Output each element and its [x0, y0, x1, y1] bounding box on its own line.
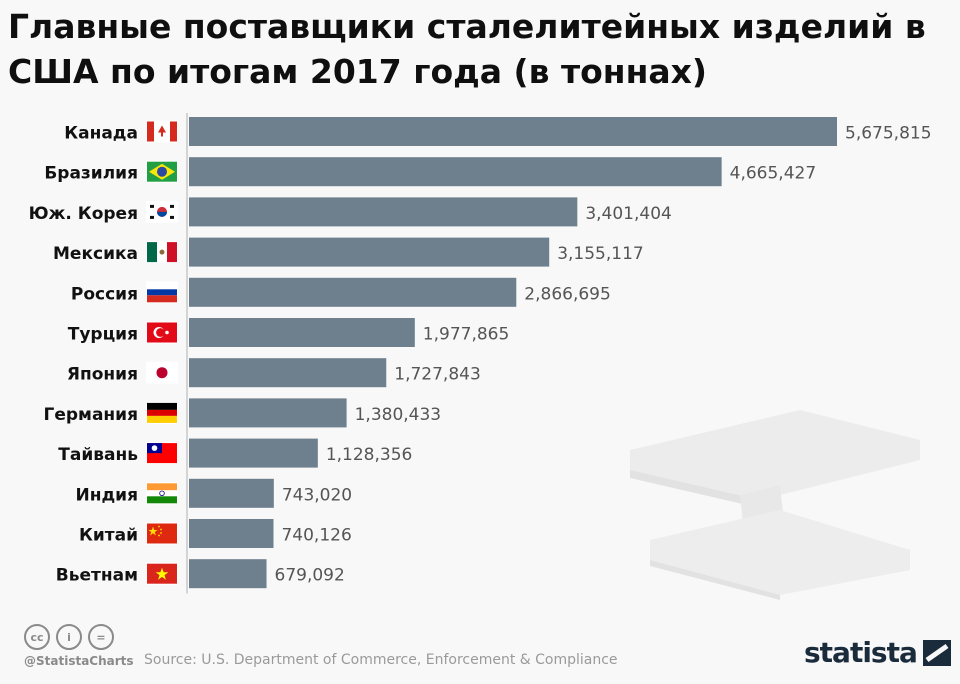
- category-label: Мексика: [53, 244, 138, 264]
- mexico-flag: [146, 241, 178, 264]
- category-label: Индия: [75, 485, 138, 505]
- category-label: Турция: [68, 325, 138, 345]
- japan-flag: [146, 361, 178, 384]
- bar: [189, 398, 347, 428]
- attribution-icon[interactable]: i: [56, 624, 82, 650]
- category-label: Вьетнам: [56, 566, 138, 586]
- bar: [189, 478, 274, 508]
- value-label: 740,126: [281, 526, 351, 546]
- no-derivatives-icon[interactable]: =: [88, 624, 114, 650]
- south-korea-flag: [146, 200, 178, 223]
- canada-flag: [146, 120, 178, 143]
- twitter-handle[interactable]: @StatistaCharts: [24, 654, 134, 668]
- bar: [189, 438, 318, 468]
- chart-title: Главные поставщики сталелитейных изделий…: [8, 7, 926, 91]
- category-label: Россия: [71, 284, 138, 304]
- value-label: 4,665,427: [730, 164, 817, 184]
- value-label: 3,155,117: [557, 244, 644, 264]
- bar: [189, 277, 517, 307]
- value-label: 1,977,865: [423, 325, 510, 345]
- vietnam-flag: [146, 562, 178, 585]
- category-label: Китай: [79, 526, 138, 546]
- statista-logo-text: statista: [804, 636, 918, 669]
- category-label: Тайвань: [58, 445, 138, 465]
- statista-logo[interactable]: statista: [804, 636, 951, 669]
- value-label: 2,866,695: [524, 284, 611, 304]
- value-label: 5,675,815: [845, 124, 932, 144]
- value-label: 1,128,356: [326, 445, 413, 465]
- bar: [189, 157, 722, 187]
- value-label: 743,020: [282, 485, 352, 505]
- bar: [189, 197, 578, 227]
- bar: [189, 117, 837, 146]
- germany-flag: [146, 401, 178, 424]
- value-label: 679,092: [275, 566, 345, 586]
- russia-flag: [146, 281, 178, 304]
- bar: [189, 237, 550, 267]
- category-label: Япония: [67, 365, 138, 385]
- brazil-flag: [146, 160, 178, 183]
- bar: [189, 318, 415, 347]
- category-label: Юж. Корея: [29, 204, 138, 224]
- category-label: Канада: [64, 124, 138, 144]
- steel-beam-illustration: [630, 410, 920, 600]
- value-label: 1,380,433: [355, 405, 442, 425]
- value-label: 1,727,843: [394, 365, 481, 385]
- china-flag: [146, 522, 178, 545]
- source-note: Source: U.S. Department of Commerce, Enf…: [144, 652, 618, 668]
- bar: [189, 559, 267, 589]
- category-label: Бразилия: [44, 164, 138, 184]
- bar: [189, 519, 274, 548]
- license-icons: cc i =: [24, 624, 114, 650]
- bar: [189, 358, 387, 388]
- taiwan-flag: [146, 442, 178, 465]
- statista-logo-icon: [922, 639, 951, 666]
- turkey-flag: [146, 321, 178, 344]
- india-flag: [146, 482, 178, 505]
- value-label: 3,401,404: [585, 204, 672, 224]
- creative-commons-icon[interactable]: cc: [24, 624, 50, 650]
- category-label: Германия: [44, 405, 138, 425]
